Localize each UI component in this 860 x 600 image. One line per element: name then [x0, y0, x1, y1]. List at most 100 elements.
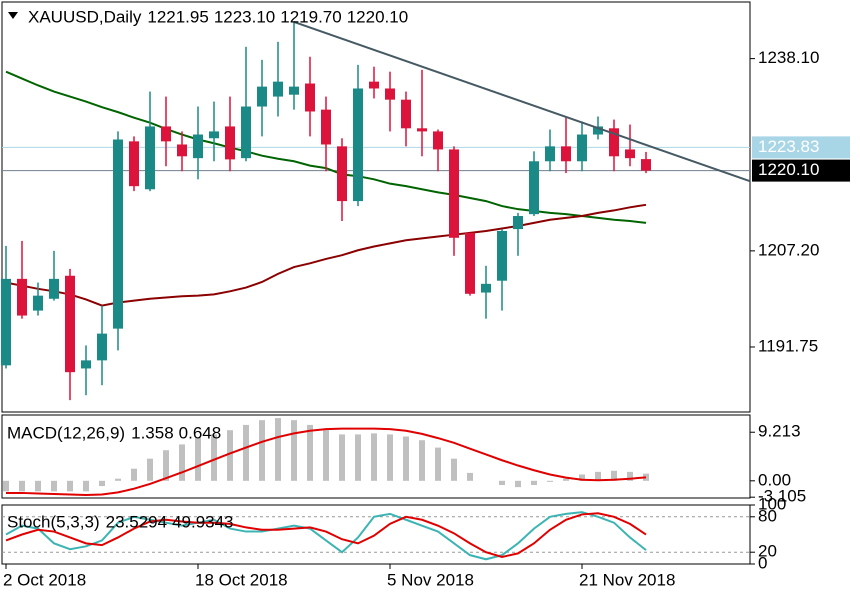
candle-body [257, 86, 267, 107]
macd-bar [99, 480, 105, 487]
candle-body [81, 360, 91, 369]
candle-body [209, 131, 219, 139]
candle-body [353, 88, 363, 202]
price-label-box [752, 159, 850, 182]
candle-body [641, 159, 651, 171]
macd-bar [643, 473, 649, 481]
macd-bar [291, 420, 297, 481]
menu-arrow[interactable] [8, 12, 18, 19]
macd-bar [547, 480, 553, 482]
candle-body [145, 126, 155, 190]
candle-body [545, 146, 555, 162]
candle-body [513, 216, 523, 230]
macd-bar [371, 433, 377, 481]
header-value: 1223.10 [214, 7, 275, 26]
macd-bar [211, 434, 217, 481]
macd-bar [323, 430, 329, 481]
x-tick-label: 2 Oct 2018 [3, 570, 86, 589]
candle-body [273, 81, 283, 97]
macd-bar [243, 424, 249, 481]
macd-bar [563, 478, 569, 481]
candle-body [49, 278, 59, 299]
candle-body [225, 126, 235, 160]
header-value: 0.648 [179, 423, 222, 442]
candle-body [497, 230, 507, 281]
candle-body [609, 128, 619, 157]
macd-bar [355, 434, 361, 481]
macd-bar [627, 471, 633, 481]
macd-bar [131, 468, 137, 481]
header-value: 49.9343 [172, 512, 233, 531]
candle-body [369, 81, 379, 89]
macd-bar [51, 480, 57, 492]
macd-bar [67, 480, 73, 492]
macd-bar [163, 450, 169, 481]
macd-bar [147, 458, 153, 481]
macd-bar [595, 471, 601, 481]
candle-body [129, 141, 139, 187]
candle-body [481, 283, 491, 293]
header-value: 23.5294 [106, 512, 167, 531]
main-panel [1, 1, 751, 413]
stoch-line [5, 511, 647, 561]
candle-body [561, 146, 571, 162]
header-value: 1219.70 [280, 7, 341, 26]
y-tick-label: -3.105 [758, 487, 806, 506]
candle-body [97, 333, 107, 361]
macd-bar [83, 480, 89, 492]
indicator-title: MACD(12,26,9) [7, 423, 125, 442]
macd-bar [467, 472, 473, 481]
macd-bar [195, 438, 201, 481]
header-value: 1.358 [131, 423, 174, 442]
price-label-box [752, 136, 850, 159]
candle-body [401, 99, 411, 129]
macd-bar [531, 480, 537, 486]
candle-body [289, 86, 299, 95]
signal-line [6, 427, 647, 497]
stoch-line [5, 512, 647, 558]
macd-bar [403, 436, 409, 481]
macd-bar [611, 470, 617, 481]
y-tick-label: 0 [758, 553, 767, 572]
candle-body [241, 106, 251, 159]
header-value: 1221.95 [147, 7, 208, 26]
indicator-title: XAUUSD,Daily [28, 7, 142, 26]
macd-bar [179, 444, 185, 481]
candle-body [385, 88, 395, 100]
stoch-panel [1, 504, 751, 565]
indicator-title: Stoch(5,3,3) [7, 512, 100, 531]
candle-body [417, 128, 427, 132]
candle-body [449, 149, 459, 238]
macd-bar [419, 440, 425, 481]
price-label: 1223.83 [758, 137, 819, 156]
y-tick-label: 1207.20 [758, 240, 819, 259]
x-tick-label: 5 Nov 2018 [387, 570, 474, 589]
macd-bar [579, 474, 585, 481]
trend-line [293, 20, 751, 183]
y-tick-label: 20 [758, 542, 777, 561]
header-value: 1220.10 [347, 7, 408, 26]
macd-bar [307, 424, 313, 481]
candle-body [305, 83, 315, 112]
candle-body [321, 109, 331, 145]
candle-body [1, 278, 11, 366]
macd-bar [499, 480, 505, 486]
candle-body [161, 126, 171, 142]
moving-average [5, 203, 647, 307]
macd-bar [275, 418, 281, 481]
macd-bar [35, 480, 41, 492]
x-tick-label: 21 Nov 2018 [579, 570, 675, 589]
y-tick-label: 1191.75 [758, 336, 818, 355]
macd-bar [227, 430, 233, 481]
candle-body [529, 161, 539, 215]
candle-body [17, 278, 27, 316]
candle-body [33, 295, 43, 311]
macd-bar [339, 434, 345, 481]
y-tick-label: 100 [758, 494, 786, 513]
y-tick-label: 80 [758, 506, 777, 525]
candle-body [433, 131, 443, 150]
macd-bar [387, 434, 393, 481]
candle-body [113, 139, 123, 329]
